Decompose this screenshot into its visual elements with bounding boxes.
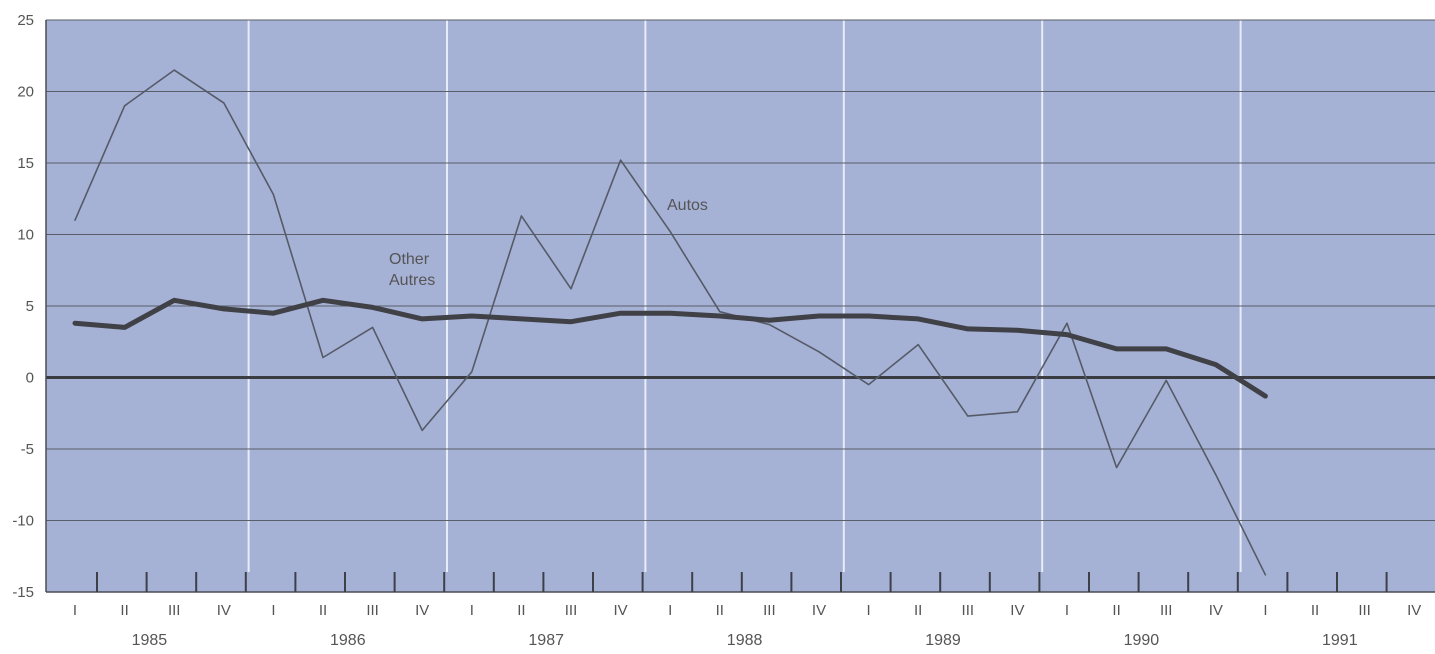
y-tick-label: 15 [17,155,34,172]
y-tick-label: 0 [26,370,34,387]
quarter-label: IV [614,602,628,619]
quarter-label: IV [1010,602,1024,619]
quarter-label: II [1112,602,1120,619]
quarter-label: II [120,602,128,619]
year-label: 1991 [1322,632,1358,649]
quarter-label: III [565,602,578,619]
year-label: 1986 [330,632,366,649]
quarter-label: IV [415,602,429,619]
quarter-label: I [668,602,672,619]
quarter-label: IV [1209,602,1223,619]
quarter-label: I [1263,602,1267,619]
autos-label: Autos [667,197,708,214]
other-label: Other [389,251,430,268]
quarter-label: III [1358,602,1371,619]
y-tick-label: 5 [26,298,34,315]
quarter-label: I [470,602,474,619]
quarter-label: I [867,602,871,619]
y-tick-label: -15 [12,584,34,601]
year-label: 1985 [132,632,168,649]
quarter-label: II [716,602,724,619]
quarter-label: I [271,602,275,619]
y-tick-label: 20 [17,84,34,101]
y-tick-label: -5 [21,441,34,458]
quarter-label: IV [812,602,826,619]
quarter-label: III [1160,602,1173,619]
quarter-label: III [962,602,975,619]
quarter-label: II [517,602,525,619]
quarter-label: I [1065,602,1069,619]
quarter-label: IV [1407,602,1421,619]
y-tick-label: -10 [12,513,34,530]
x-axis-labels: I II III IV I II III IV I II III IV I II III IV I II III IV… [73,602,1421,649]
year-label: 1990 [1124,632,1160,649]
year-label: 1989 [925,632,961,649]
quarter-label: IV [217,602,231,619]
y-tick-label: 10 [17,227,34,244]
year-label: 1988 [727,632,763,649]
quarter-label: II [319,602,327,619]
quarter-label: I [73,602,77,619]
quarter-label: II [914,602,922,619]
quarter-label: III [763,602,776,619]
autres-label: Autres [389,272,435,289]
y-tick-label: 25 [17,12,34,29]
year-label: 1987 [528,632,564,649]
quarter-label: III [366,602,379,619]
quarter-label: II [1311,602,1319,619]
y-axis-ticks: 25 20 15 10 5 0 -5 -10 -15 [12,12,34,601]
quarter-label: III [168,602,181,619]
